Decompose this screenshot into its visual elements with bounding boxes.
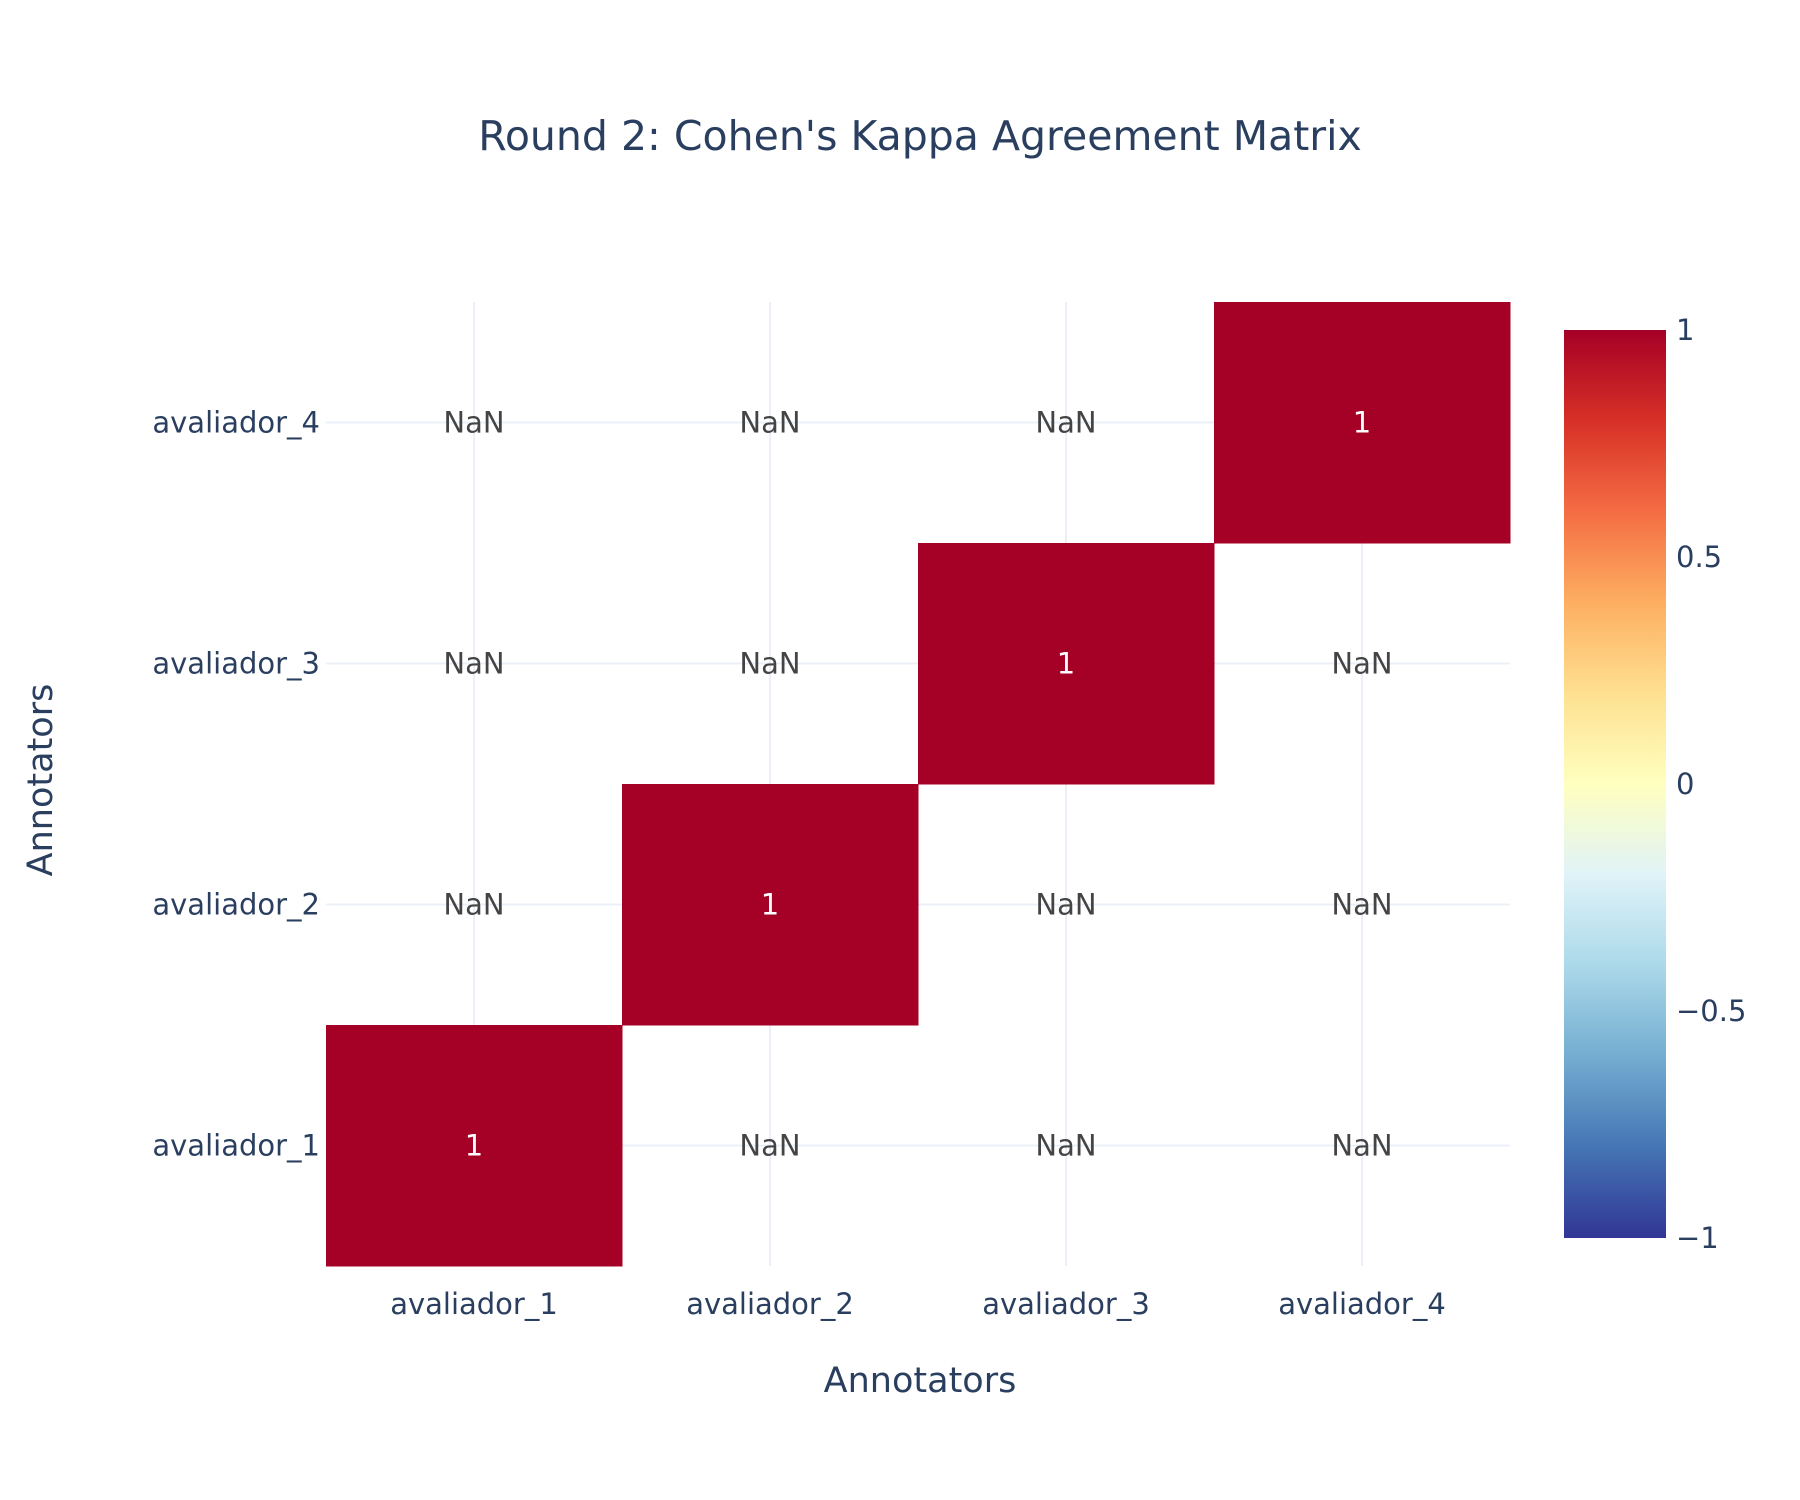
colorbar-ticks: 1 0.5 0 −0.5 −1: [1676, 313, 1746, 1255]
cell-value-label: 1: [1057, 647, 1075, 681]
x-tick-labels: avaliador_1 avaliador_2 avaliador_3 avaliad…: [390, 1287, 1446, 1321]
cell-value-label: 1: [761, 888, 779, 922]
x-tick-label: avaliador_3: [982, 1287, 1150, 1321]
cell-value-label: NaN: [443, 888, 504, 922]
cell-value-label: NaN: [1331, 888, 1392, 922]
colorbar-tick-label: −1: [1676, 1221, 1719, 1255]
y-tick-label: avaliador_1: [152, 1129, 320, 1163]
cell-value-label: NaN: [443, 647, 504, 681]
cell-value-label: 1: [465, 1129, 483, 1163]
heatmap-cell: [622, 784, 919, 1026]
heatmap-cell: [326, 1025, 623, 1267]
colorbar-tick-label: 0.5: [1676, 540, 1722, 574]
colorbar-tick-label: −0.5: [1676, 994, 1746, 1028]
cell-labels: 1 NaN NaN NaN NaN 1 NaN NaN NaN NaN 1 NaN NaN NaN NaN 1: [443, 406, 1392, 1163]
colorbar: 1 0.5 0 −0.5 −1: [1564, 313, 1746, 1255]
cell-value-label: NaN: [739, 406, 800, 440]
x-tick-label: avaliador_1: [390, 1287, 558, 1321]
cell-value-label: NaN: [443, 406, 504, 440]
x-axis-title: Annotators: [824, 1361, 1017, 1401]
colorbar-gradient: [1564, 330, 1666, 1238]
y-tick-label: avaliador_3: [152, 647, 320, 681]
cell-value-label: NaN: [1035, 888, 1096, 922]
y-tick-label: avaliador_2: [152, 888, 320, 922]
y-tick-label: avaliador_4: [152, 406, 320, 440]
colorbar-tick-label: 1: [1676, 313, 1694, 347]
cell-value-label: NaN: [1035, 406, 1096, 440]
cell-value-label: NaN: [1035, 1129, 1096, 1163]
x-tick-label: avaliador_2: [686, 1287, 854, 1321]
cell-value-label: 1: [1353, 406, 1371, 440]
y-tick-labels: avaliador_1 avaliador_2 avaliador_3 avaliad…: [152, 406, 320, 1163]
chart-title: Round 2: Cohen's Kappa Agreement Matrix: [478, 112, 1362, 160]
cell-value-label: NaN: [739, 1129, 800, 1163]
cell-value-label: NaN: [739, 647, 800, 681]
colorbar-tick-label: 0: [1676, 767, 1694, 801]
cell-value-label: NaN: [1331, 1129, 1392, 1163]
heatmap-cell: [918, 543, 1215, 785]
x-tick-label: avaliador_4: [1278, 1287, 1446, 1321]
y-axis-title: Annotators: [21, 684, 61, 877]
cell-value-label: NaN: [1331, 647, 1392, 681]
heatmap-cell: [1214, 302, 1511, 544]
heatmap-cells: [326, 302, 1511, 1267]
